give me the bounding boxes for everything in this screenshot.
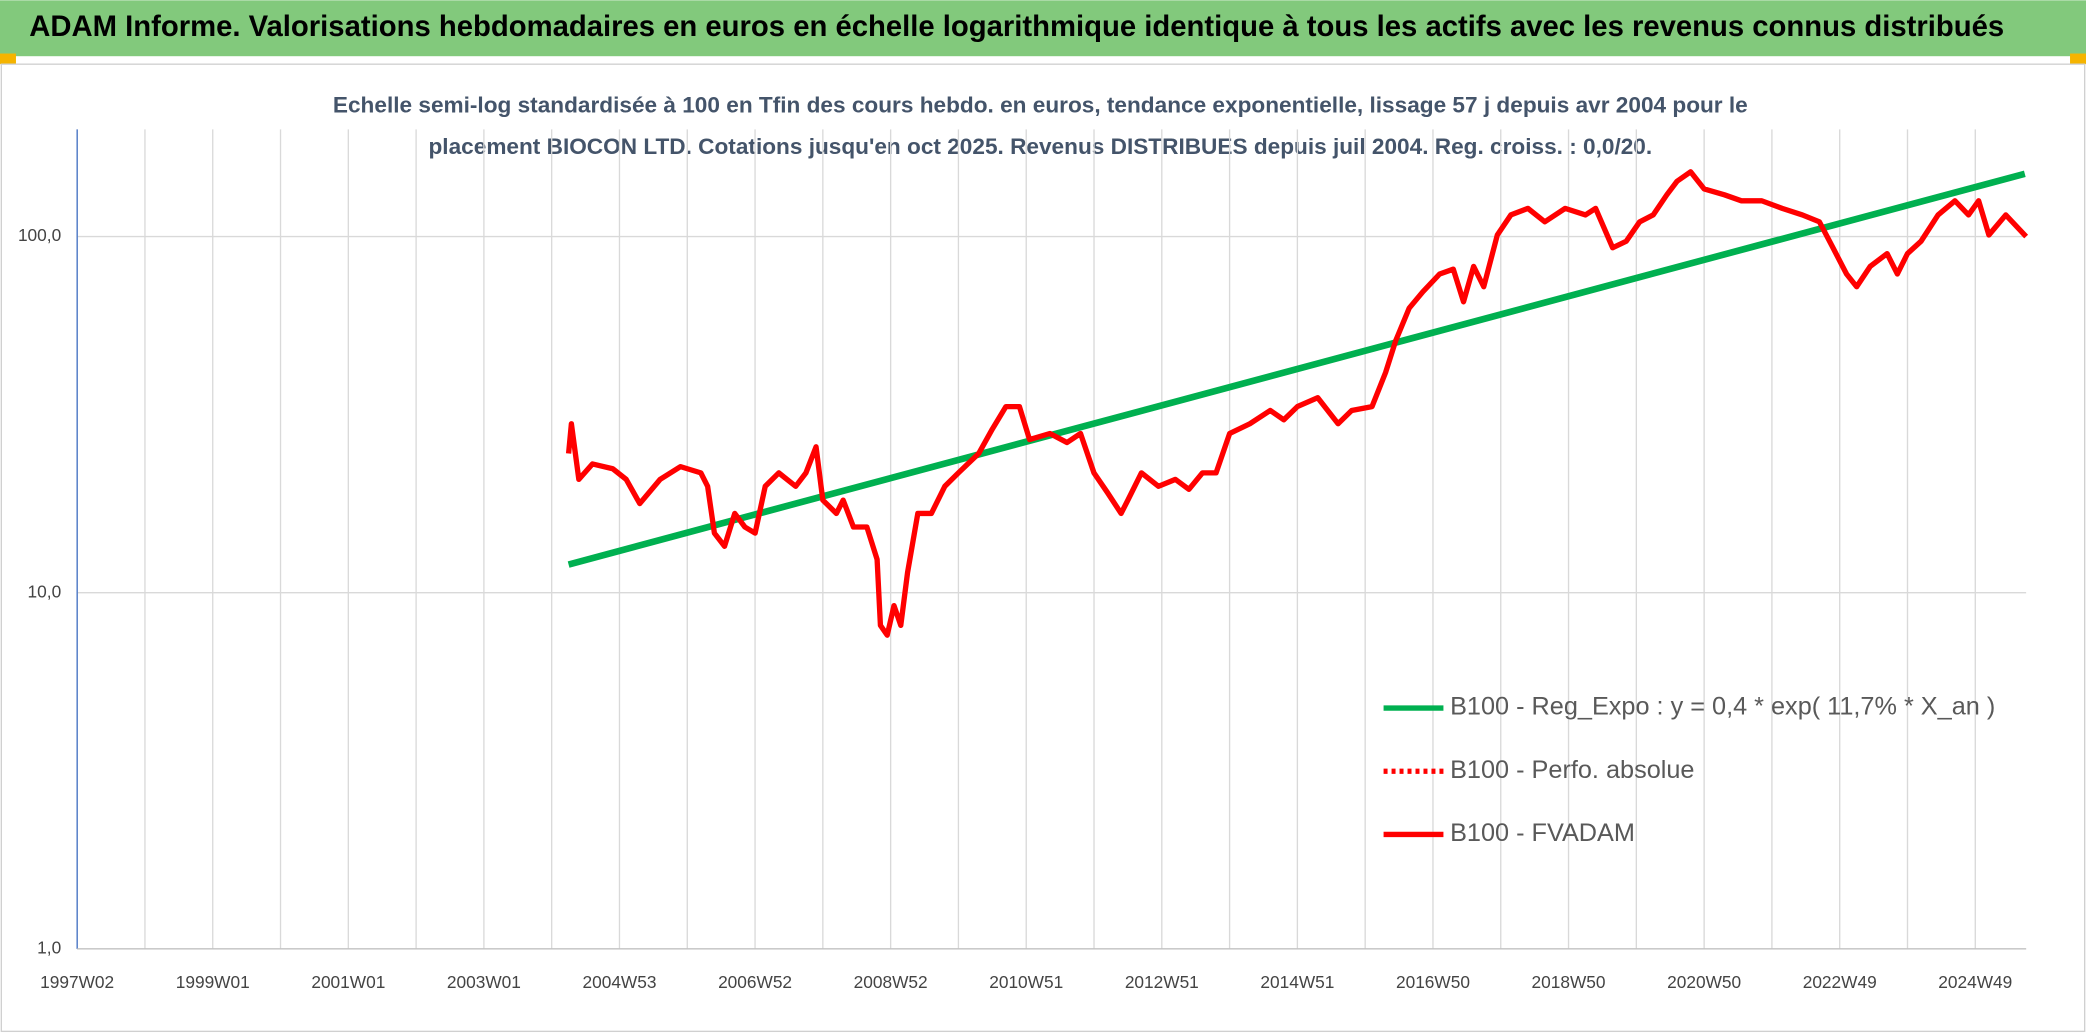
x-tick-label: 2001W01 — [311, 972, 385, 992]
x-tick-label: 2024W49 — [1938, 972, 2012, 992]
chart-subtitle: Echelle semi-log standardisée à 100 en T… — [333, 93, 1748, 118]
legend: B100 - Reg_Expo : y = 0,4 * exp( 11,7% *… — [1383, 693, 1995, 847]
x-tick-label: 1999W01 — [176, 972, 250, 992]
x-tick-label: 2010W51 — [989, 972, 1063, 992]
y-tick-label: 1,0 — [37, 937, 61, 957]
chart-frame — [0, 63, 2086, 1033]
corner-mark — [0, 53, 16, 65]
x-tick-label: 2014W51 — [1260, 972, 1334, 992]
series-line — [565, 169, 2029, 638]
header-title: ADAM Informe. Valorisations hebdomadaire… — [29, 11, 2004, 43]
x-tick-label: 2003W01 — [447, 972, 521, 992]
legend-label: B100 - FVADAM — [1450, 819, 1635, 847]
plot — [565, 169, 2029, 638]
series-line — [567, 170, 2026, 568]
header-bar — [0, 0, 2086, 57]
legend-label: B100 - Perfo. absolue — [1450, 756, 1694, 784]
x-tick-label: 2016W50 — [1396, 972, 1470, 992]
grid: 1,0 10,0 100,0 1997W02 1999W01 2001W01 2003W01… — [18, 129, 2027, 992]
y-tick-label: 100,0 — [18, 225, 61, 245]
x-tick-label: 1997W02 — [40, 972, 114, 992]
chart-subtitle: placement BIOCON LTD. Cotations jusqu'en… — [429, 134, 1653, 159]
corner-mark — [2070, 53, 2086, 65]
x-tick-label: 2012W51 — [1125, 972, 1199, 992]
x-tick-label: 2004W53 — [582, 972, 656, 992]
x-tick-label: 2020W50 — [1667, 972, 1741, 992]
x-tick-label: 2022W49 — [1803, 972, 1877, 992]
x-tick-label: 2008W52 — [854, 972, 928, 992]
legend-label: B100 - Reg_Expo : y = 0,4 * exp( 11,7% *… — [1450, 693, 1995, 721]
y-tick-label: 10,0 — [28, 581, 62, 601]
x-tick-label: 2018W50 — [1532, 972, 1606, 992]
x-tick-label: 2006W52 — [718, 972, 792, 992]
